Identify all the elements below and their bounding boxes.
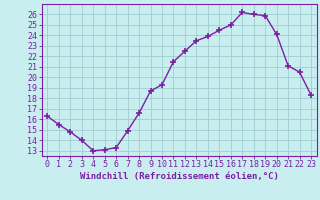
X-axis label: Windchill (Refroidissement éolien,°C): Windchill (Refroidissement éolien,°C) <box>80 172 279 181</box>
